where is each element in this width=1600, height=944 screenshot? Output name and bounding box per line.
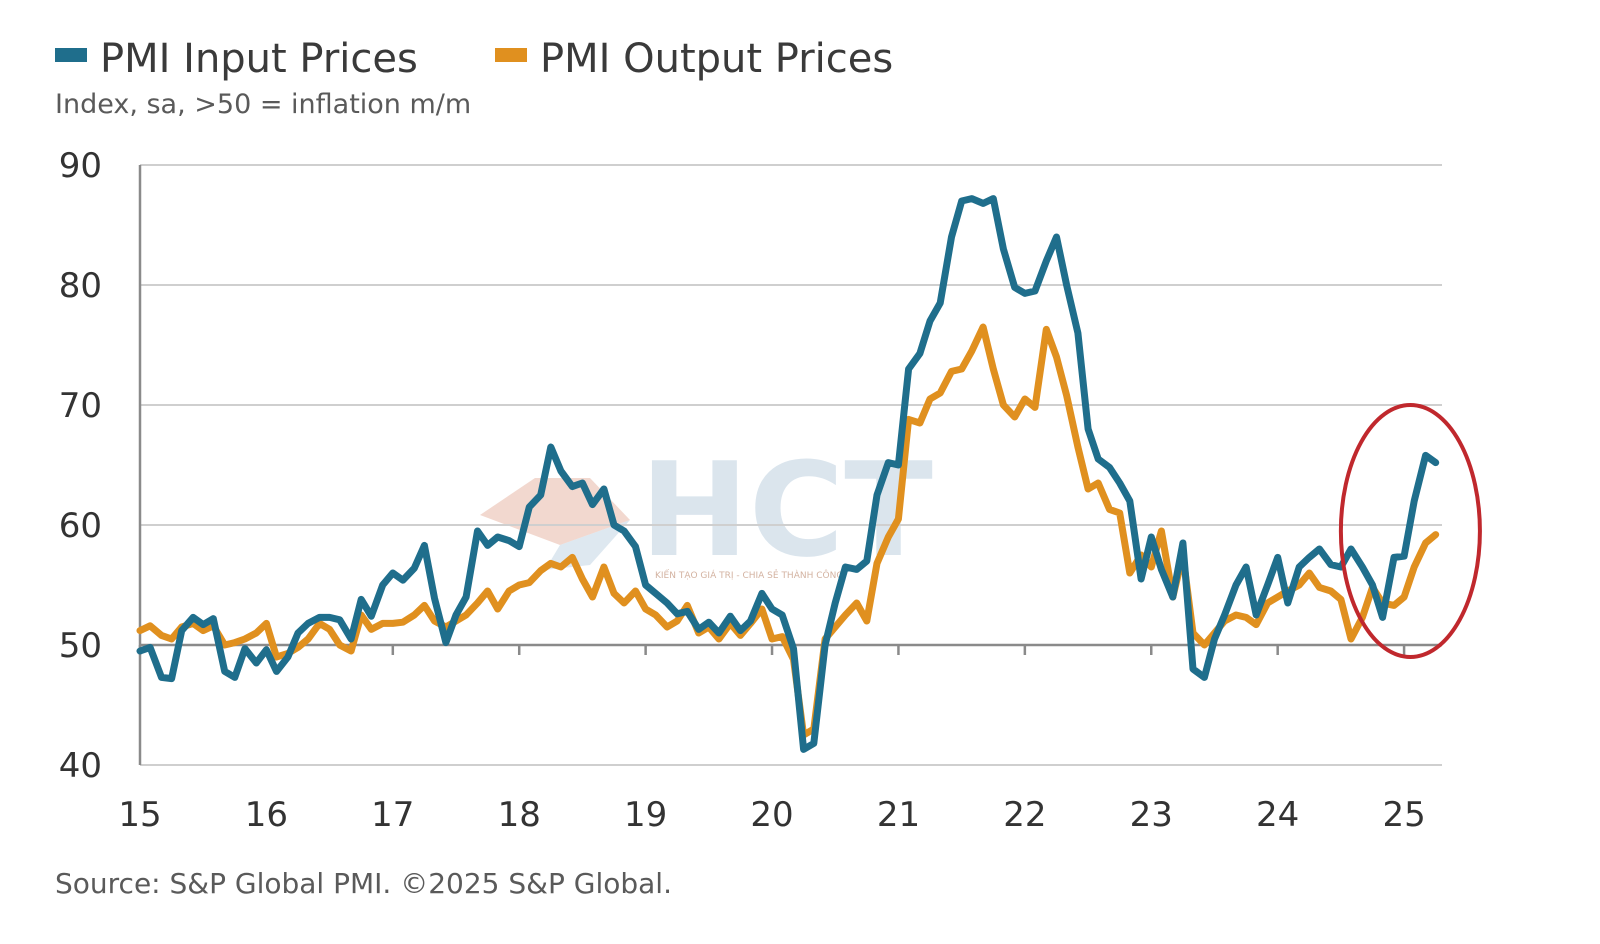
x-tick-label: 17 bbox=[371, 795, 414, 835]
series-line-input-prices bbox=[136, 195, 1440, 753]
series bbox=[136, 195, 1440, 753]
watermark-logo-icon bbox=[480, 478, 630, 545]
y-tick-label: 80 bbox=[59, 266, 102, 306]
watermark-text: HCT bbox=[640, 434, 933, 586]
x-tick-label: 20 bbox=[750, 795, 793, 835]
annotations bbox=[1338, 403, 1482, 659]
x-tick-label: 16 bbox=[245, 795, 288, 835]
legend-swatch-input bbox=[55, 48, 87, 62]
y-tick-label: 60 bbox=[59, 506, 102, 546]
watermark-logo-shard-icon bbox=[545, 520, 630, 570]
x-tick-label: 15 bbox=[118, 795, 161, 835]
y-tick-label: 70 bbox=[59, 386, 102, 426]
legend-label-output: PMI Output Prices bbox=[540, 36, 893, 82]
y-tick-label: 90 bbox=[59, 146, 102, 186]
x-tick-label: 22 bbox=[1003, 795, 1046, 835]
x-tick-label: 19 bbox=[624, 795, 667, 835]
y-tick-label: 50 bbox=[59, 626, 102, 666]
y-tick-label: 40 bbox=[59, 746, 102, 786]
grid bbox=[140, 164, 1442, 526]
legend-swatch-output bbox=[495, 48, 527, 62]
x-tick-label: 25 bbox=[1382, 795, 1425, 835]
x-tick-label: 24 bbox=[1256, 795, 1299, 835]
axes: 40 50 60 70 80 90 15 16 17 18 19 20 21 22 23 24 25 bbox=[59, 146, 1442, 835]
highlight-ellipse bbox=[1338, 403, 1482, 659]
legend-label-input: PMI Input Prices bbox=[100, 36, 418, 82]
watermark-tagline: KIẾN TẠO GIÁ TRỊ - CHIA SẺ THÀNH CÔNG bbox=[655, 569, 843, 581]
chart-source: Source: S&P Global PMI. ©2025 S&P Global… bbox=[55, 867, 672, 900]
x-tick-label: 23 bbox=[1130, 795, 1173, 835]
chart-subtitle: Index, sa, >50 = inflation m/m bbox=[55, 89, 471, 120]
legend: PMI Input Prices PMI Output Prices bbox=[55, 36, 893, 82]
watermark: HCT KIẾN TẠO GIÁ TRỊ - CHIA SẺ THÀNH CÔN… bbox=[480, 434, 933, 586]
x-tick-label: 21 bbox=[877, 795, 920, 835]
x-tick-label: 18 bbox=[498, 795, 541, 835]
